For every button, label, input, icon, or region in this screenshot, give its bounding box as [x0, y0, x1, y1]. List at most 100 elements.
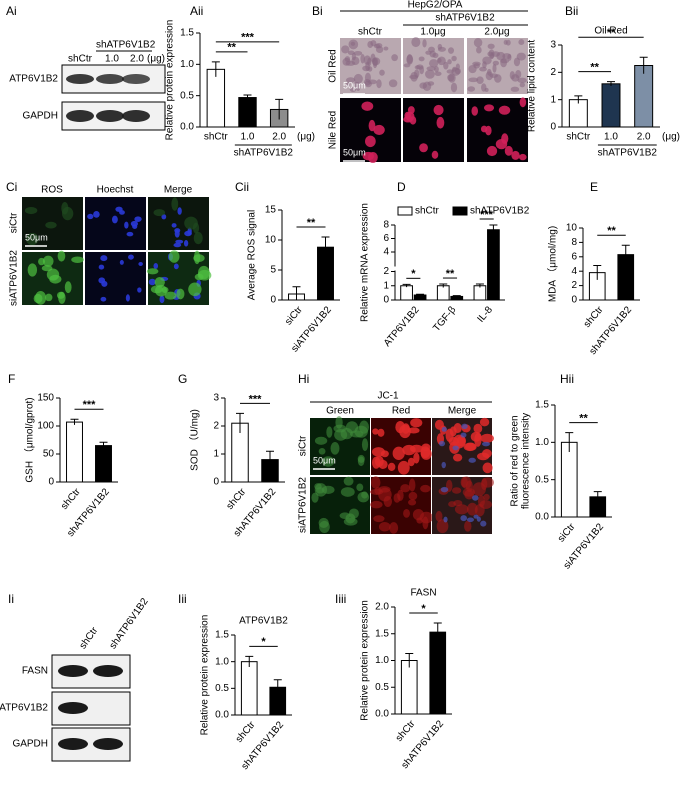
- panel-label: Hii: [560, 372, 574, 386]
- significance-label: **: [446, 268, 455, 280]
- error-bar: [292, 286, 301, 300]
- legend-label: shATP6V1B2: [470, 206, 530, 217]
- cell-blob: [411, 37, 421, 48]
- cell-blob: [473, 423, 483, 434]
- y-tick-label: 1: [383, 280, 389, 291]
- blot-band: [58, 738, 88, 750]
- blot-band: [122, 110, 150, 122]
- cell-blob: [326, 426, 333, 438]
- y-tick-label: 8: [383, 220, 389, 231]
- cell-blob: [476, 76, 484, 84]
- error-bar: [236, 412, 244, 433]
- cell-blob: [354, 425, 368, 438]
- blot-row-label: GAPDH: [12, 739, 48, 750]
- lane-label: shATP6V1B2: [108, 596, 151, 651]
- cell-blob: [454, 504, 469, 515]
- cell-blob: [119, 259, 124, 265]
- error-bar: [621, 244, 630, 264]
- cell-blob: [425, 69, 435, 79]
- panel-label: Ai: [6, 4, 17, 18]
- bar: [436, 285, 450, 301]
- blot-band: [66, 110, 94, 122]
- y-tick-label: 0: [270, 295, 276, 306]
- cell-blob: [464, 520, 472, 532]
- cell-blob: [42, 255, 54, 267]
- group-label: shATP6V1B2: [435, 13, 495, 24]
- cell-blob: [517, 77, 527, 84]
- cell-blob: [353, 50, 363, 56]
- cell-blob: [412, 508, 424, 521]
- y-tick-label: 2: [383, 266, 389, 277]
- blot-row-label: FASN: [22, 666, 48, 677]
- cell-blob: [437, 58, 442, 63]
- y-tick-label: 0.5: [375, 682, 389, 693]
- error-bar: [452, 295, 461, 298]
- cell-blob: [173, 263, 179, 270]
- y-tick-label: 4: [571, 266, 577, 277]
- bar: [400, 660, 418, 715]
- y-tick-label: 2: [550, 67, 556, 78]
- cell-blob: [362, 65, 371, 72]
- error-bar: [70, 418, 79, 425]
- panel-label: Ci: [6, 180, 17, 194]
- cell-blob: [351, 52, 356, 61]
- error-bar: [321, 236, 330, 258]
- error-bar: [416, 293, 425, 296]
- chart-title: FASN: [410, 588, 436, 599]
- significance-label: ***: [83, 399, 97, 411]
- cell-blob: [510, 86, 520, 92]
- error-bar: [275, 98, 284, 120]
- significance-label: **: [590, 62, 599, 74]
- cell-blob: [441, 426, 447, 432]
- row-label: siCtr: [298, 435, 309, 456]
- x-tick-label: shCtr: [566, 132, 591, 143]
- y-tick-label: 0: [571, 295, 577, 306]
- unit-label: (μg): [297, 132, 315, 143]
- cell-blob: [419, 143, 428, 153]
- cell-blob: [26, 232, 39, 246]
- cell-blob: [450, 82, 458, 93]
- error-bar: [439, 283, 448, 288]
- cell-blob: [451, 55, 457, 62]
- cell-blob: [494, 74, 502, 83]
- cell-blob: [124, 221, 129, 229]
- cell-blob: [100, 296, 107, 302]
- x-tick-label: TGF-β: [431, 304, 458, 334]
- column-label: Hoechst: [97, 185, 134, 196]
- cell-blob: [408, 499, 417, 506]
- cell-blob: [472, 482, 486, 496]
- cell-blob: [371, 476, 381, 489]
- bar: [413, 294, 427, 301]
- significance-label: **: [307, 217, 316, 229]
- unit-label: (μg): [147, 54, 165, 65]
- cell-blob: [134, 216, 142, 223]
- cell-blob: [349, 86, 357, 93]
- x-tick-label: shCtr: [394, 718, 418, 744]
- cell-blob: [471, 106, 479, 116]
- blot-band: [122, 74, 150, 84]
- y-tick-label: 1.0: [375, 655, 389, 666]
- cell-blob: [57, 250, 66, 262]
- cell-blob: [98, 277, 106, 284]
- y-tick-label: 1.5: [535, 400, 549, 411]
- cell-blob: [418, 56, 425, 62]
- y-tick-label: 1.5: [215, 630, 229, 641]
- cell-blob: [452, 453, 463, 462]
- cell-blob: [373, 124, 385, 135]
- cell-blob: [468, 77, 479, 83]
- lane-label: shCtr: [68, 54, 93, 65]
- cell-blob: [408, 478, 416, 492]
- cell-blob: [413, 452, 420, 464]
- y-axis-label: Relative protein expression: [200, 615, 211, 736]
- cell-blob: [465, 442, 476, 451]
- cell-blob: [184, 230, 192, 237]
- cell-blob: [119, 210, 125, 215]
- y-tick-label: 6: [571, 251, 577, 262]
- panel-label: Ii: [8, 592, 14, 606]
- cell-blob: [344, 56, 351, 62]
- y-tick-label: 0: [550, 122, 556, 133]
- bar: [429, 631, 447, 715]
- cell-blob: [365, 135, 376, 148]
- row-label: Nile Red: [328, 111, 339, 149]
- row-label: siCtr: [9, 212, 20, 233]
